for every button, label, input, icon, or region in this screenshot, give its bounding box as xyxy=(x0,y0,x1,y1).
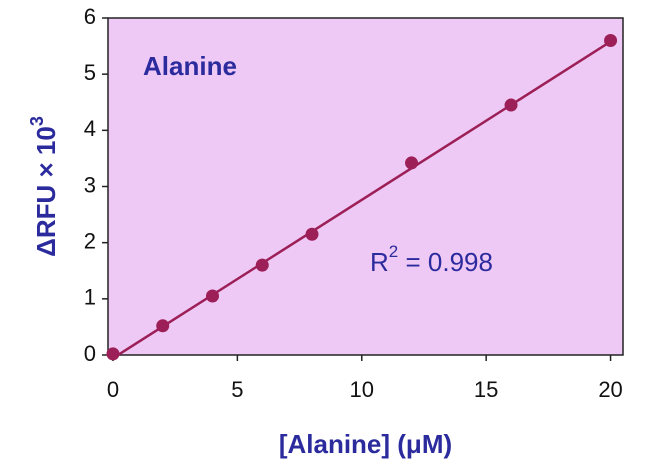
y-label-base: ΔRFU × 10 xyxy=(31,126,61,257)
x-tick-label: 10 xyxy=(350,377,374,402)
data-point xyxy=(504,98,518,112)
x-tick-label: 20 xyxy=(598,377,622,402)
data-point xyxy=(604,33,618,47)
data-point xyxy=(405,156,419,170)
x-tick-label: 5 xyxy=(231,377,243,402)
y-label-sup: 3 xyxy=(27,116,47,126)
y-tick-label: 5 xyxy=(84,60,96,85)
annotation-base: R xyxy=(370,247,389,277)
annotation: R2 = 0.998 xyxy=(370,242,493,276)
chart-title: Alanine xyxy=(143,51,237,81)
data-point xyxy=(255,258,269,272)
y-tick-label: 2 xyxy=(84,228,96,253)
y-tick-label: 6 xyxy=(84,4,96,29)
x-tick-label: 15 xyxy=(474,377,498,402)
data-point xyxy=(106,347,120,361)
annotation-rest: = 0.998 xyxy=(398,247,493,277)
data-point xyxy=(305,227,319,241)
data-point xyxy=(156,319,170,333)
fit-line xyxy=(117,40,612,357)
y-tick-label: 0 xyxy=(84,341,96,366)
y-tick-label: 3 xyxy=(84,172,96,197)
x-axis-label: [Alanine] (μM) xyxy=(279,429,452,459)
y-tick-label: 4 xyxy=(84,116,96,141)
x-tick-label: 0 xyxy=(107,377,119,402)
plot-background xyxy=(107,17,624,356)
data-point xyxy=(205,289,219,303)
annotation-sup: 2 xyxy=(389,242,398,261)
y-axis-label: ΔRFU × 103 xyxy=(27,116,61,257)
y-tick-label: 1 xyxy=(84,285,96,310)
